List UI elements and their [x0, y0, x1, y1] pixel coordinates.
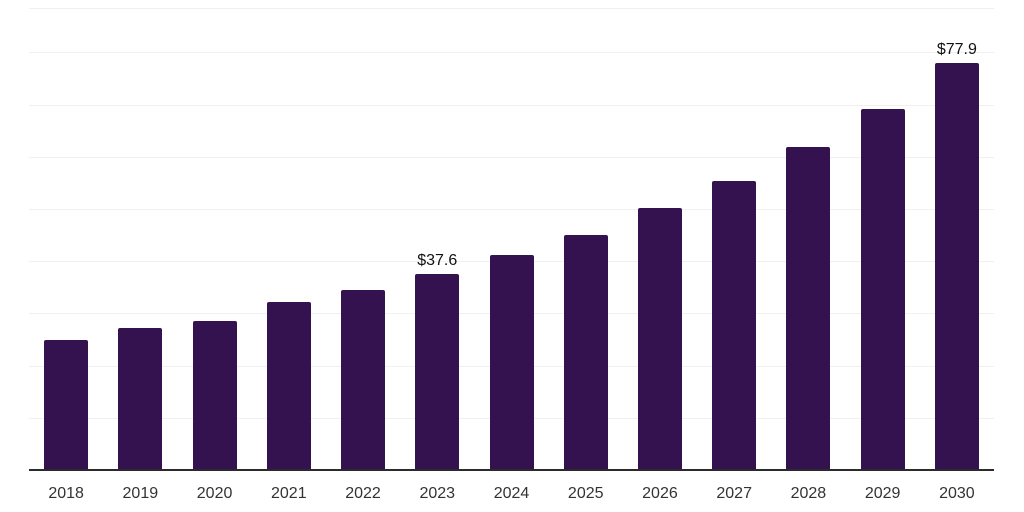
- x-tick-label-2030: 2030: [939, 485, 975, 502]
- bar-2023: [415, 273, 460, 470]
- x-axis-line: [29, 469, 994, 471]
- data-label-2023: $37.6: [417, 251, 458, 269]
- x-tick-label-2019: 2019: [122, 485, 159, 502]
- bar-2019: [118, 328, 163, 470]
- bar-2020: [192, 320, 237, 470]
- x-tick-label-2022: 2022: [345, 485, 381, 502]
- gridline: [29, 208, 994, 210]
- bar-2028: [786, 146, 831, 470]
- x-tick-label-2018: 2018: [48, 485, 84, 502]
- x-tick-label-2028: 2028: [790, 485, 827, 502]
- bar-2025: [563, 234, 608, 470]
- bar-2022: [341, 290, 386, 470]
- gridline: [29, 104, 994, 106]
- x-tick-label-2024: 2024: [493, 485, 530, 502]
- x-tick-label-2029: 2029: [864, 485, 901, 502]
- x-tick-label-2023: 2023: [419, 485, 456, 502]
- gridline: [29, 8, 994, 9]
- x-tick-label-2020: 2020: [196, 485, 233, 502]
- x-tick-label-2026: 2026: [642, 485, 678, 502]
- x-tick-label-2021: 2021: [271, 485, 307, 502]
- bar-2024: [489, 254, 534, 470]
- bar-2027: [712, 181, 757, 470]
- x-tick-label-2025: 2025: [567, 485, 604, 502]
- data-label-2030: $77.9: [936, 41, 977, 59]
- bar-2021: [266, 301, 311, 470]
- x-tick-label-2027: 2027: [716, 485, 752, 502]
- bar-2018: [44, 340, 89, 470]
- bar-2026: [637, 207, 682, 470]
- gridline: [29, 156, 994, 158]
- gridline: [29, 52, 994, 54]
- bar-2029: [860, 108, 905, 470]
- bar-2030: [934, 63, 979, 470]
